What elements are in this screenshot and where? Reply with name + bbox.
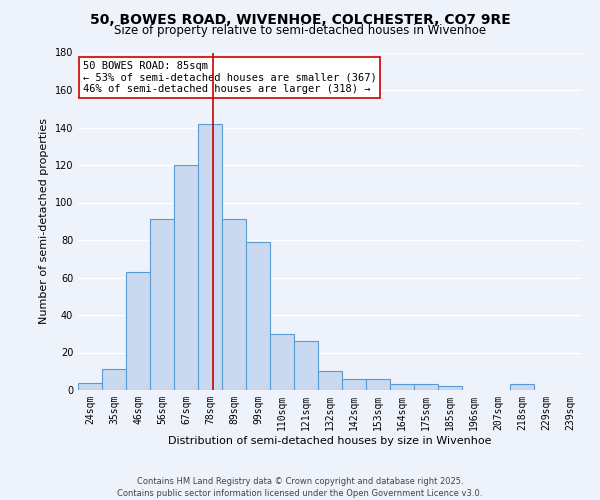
Bar [222, 220, 246, 390]
Text: Contains HM Land Registry data © Crown copyright and database right 2025.
Contai: Contains HM Land Registry data © Crown c… [118, 476, 482, 498]
Text: 50 BOWES ROAD: 85sqm
← 53% of semi-detached houses are smaller (367)
46% of semi: 50 BOWES ROAD: 85sqm ← 53% of semi-detac… [83, 61, 377, 94]
Bar [390, 384, 414, 390]
Text: 50, BOWES ROAD, WIVENHOE, COLCHESTER, CO7 9RE: 50, BOWES ROAD, WIVENHOE, COLCHESTER, CO… [89, 12, 511, 26]
Bar [150, 220, 174, 390]
Y-axis label: Number of semi-detached properties: Number of semi-detached properties [39, 118, 49, 324]
Bar [438, 386, 462, 390]
Bar [294, 341, 318, 390]
Bar [270, 334, 294, 390]
Bar [318, 371, 342, 390]
Bar [198, 124, 222, 390]
Bar [78, 382, 102, 390]
Bar [366, 379, 390, 390]
Bar [246, 242, 270, 390]
Bar [126, 272, 150, 390]
Text: Size of property relative to semi-detached houses in Wivenhoe: Size of property relative to semi-detach… [114, 24, 486, 37]
X-axis label: Distribution of semi-detached houses by size in Wivenhoe: Distribution of semi-detached houses by … [168, 436, 492, 446]
Bar [342, 379, 366, 390]
Bar [102, 370, 126, 390]
Bar [510, 384, 534, 390]
Bar [414, 384, 438, 390]
Bar [174, 165, 198, 390]
